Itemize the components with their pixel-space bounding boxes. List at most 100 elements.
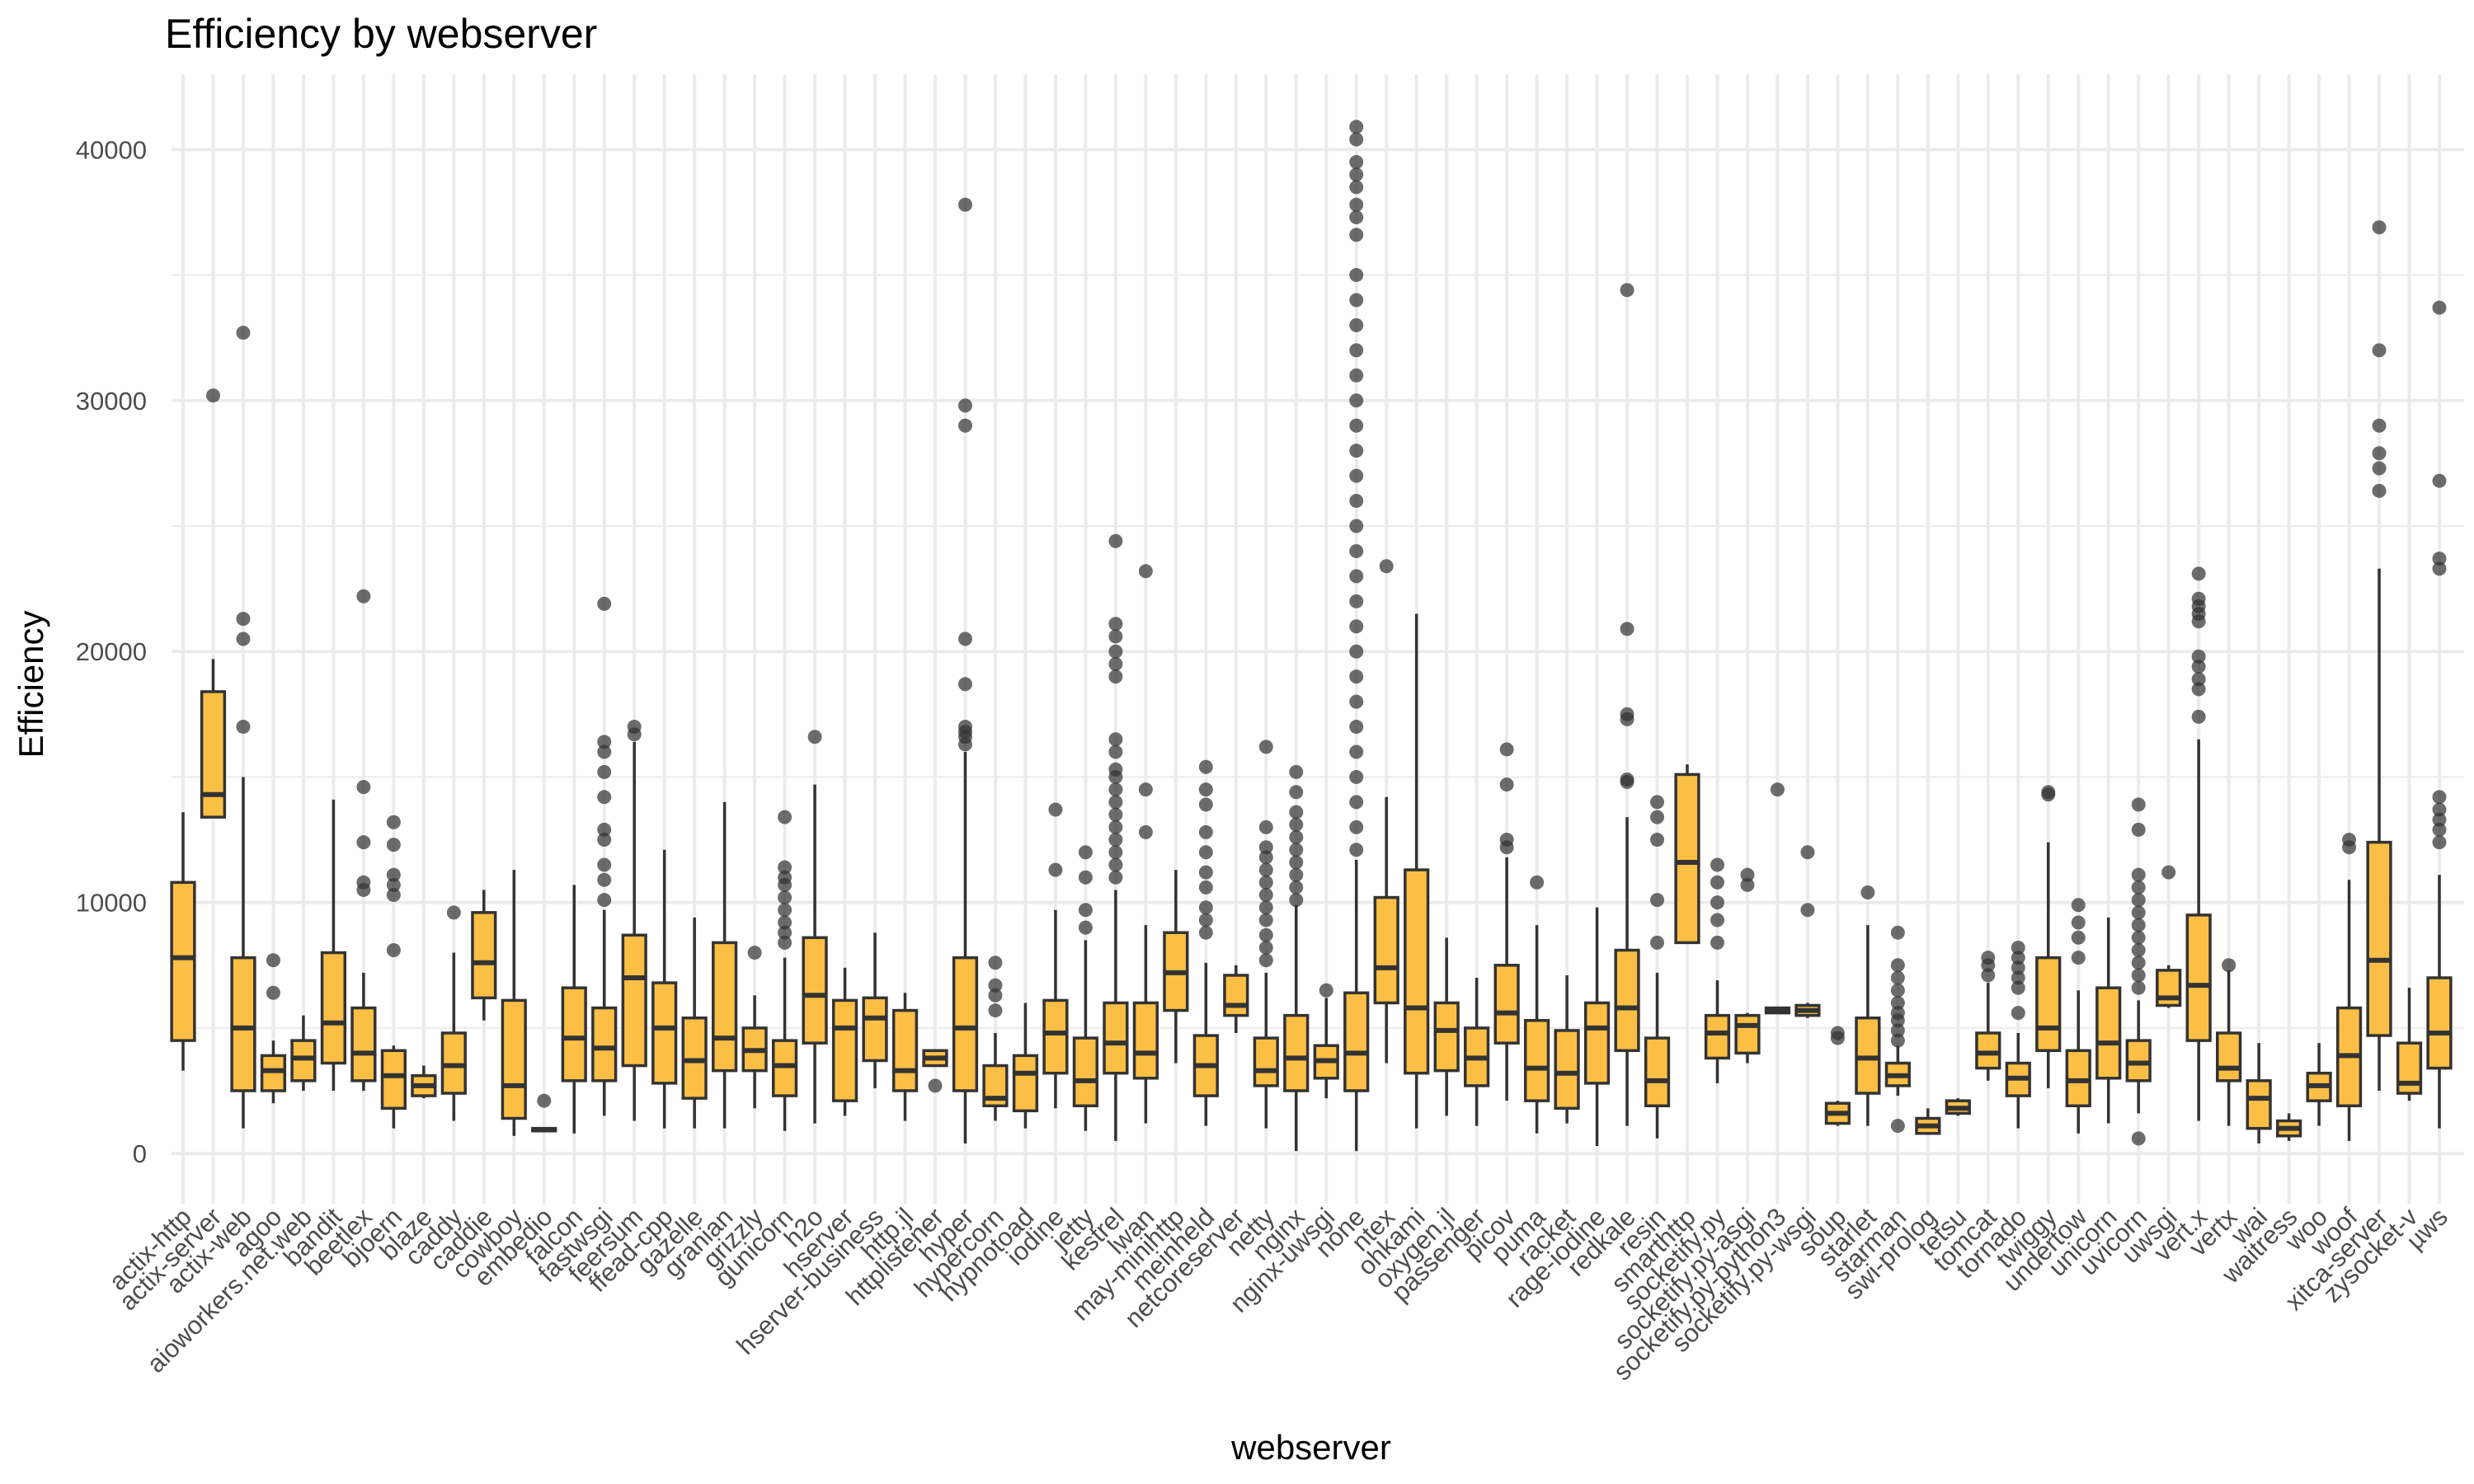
box-netty [1253, 740, 1279, 1129]
outlier-point [2131, 822, 2146, 837]
outlier-point [957, 398, 972, 413]
box-granian [712, 801, 738, 1129]
box-jetty [1072, 845, 1099, 1131]
outlier-point [1289, 764, 1304, 779]
box-iqr [1283, 1013, 1310, 1092]
outlier-point [2222, 958, 2236, 973]
outlier-point [1890, 983, 1905, 998]
outlier-point [1108, 807, 1123, 822]
outlier-point [2131, 968, 2146, 983]
box-socketify.py-wsgi [1794, 845, 1821, 1018]
box-iqr [2426, 976, 2453, 1070]
box-zysocket-v [2396, 988, 2423, 1101]
outlier-point [1349, 795, 1364, 810]
outlier-point [2191, 672, 2206, 687]
outlier-point [1078, 920, 1093, 935]
outlier-point [1108, 782, 1123, 797]
outlier-point [1258, 940, 1273, 955]
box-iqr [1042, 998, 1069, 1075]
outlier-point [2432, 300, 2447, 315]
outlier-point [1198, 782, 1213, 797]
outlier-point [1890, 1023, 1905, 1038]
outlier-point [1198, 925, 1213, 940]
outlier-point [2131, 930, 2146, 945]
outlier-point [1349, 228, 1364, 242]
y-tick-label: 30000 [76, 387, 147, 416]
box-hserver [831, 967, 858, 1116]
outlier-point [1349, 293, 1364, 308]
outlier-point [1349, 494, 1364, 509]
x-axis-title: webserver [1230, 1428, 1391, 1467]
box-iqr [471, 911, 497, 1000]
outlier-point [778, 915, 793, 930]
box-iqr [1523, 1019, 1550, 1102]
box-iqr [320, 951, 347, 1065]
outlier-point [2131, 797, 2146, 812]
outlier-point [386, 877, 401, 892]
box-agoo [260, 953, 287, 1104]
box-twiggy [2035, 785, 2062, 1088]
box-iqr [1734, 1013, 1761, 1055]
box-tomcat [1975, 951, 2001, 1081]
outlier-point [957, 418, 972, 433]
box-iqr [1975, 1031, 2001, 1070]
outlier-point [1349, 744, 1364, 759]
outlier-point [1349, 317, 1364, 332]
outlier-point [1289, 867, 1304, 882]
outlier-point [1198, 759, 1213, 774]
outlier-point [597, 822, 612, 837]
outlier-point [2372, 343, 2387, 358]
box-embedio [531, 1093, 557, 1133]
box-waitress [2275, 1113, 2302, 1141]
outlier-point [2131, 956, 2146, 970]
box-soup [1824, 1026, 1851, 1126]
outlier-point [2432, 552, 2447, 566]
outlier-point [1650, 893, 1665, 908]
outlier-point [1740, 867, 1755, 882]
outlier-point [1349, 197, 1364, 212]
outlier-point [1258, 928, 1273, 942]
box-iqr [952, 956, 979, 1092]
box-iqr [1704, 1013, 1731, 1060]
box-netcoreserver [1223, 965, 1249, 1033]
outlier-point [1198, 845, 1213, 860]
outlier-point [597, 833, 612, 848]
box-iqr [712, 941, 738, 1073]
outlier-point [1108, 870, 1123, 885]
box-hypnotoad [1012, 1003, 1039, 1129]
box-iqr [170, 881, 196, 1042]
outlier-point [537, 1093, 552, 1108]
outlier-point [1198, 797, 1213, 812]
outlier-point [1890, 1119, 1905, 1134]
outlier-point [356, 589, 371, 603]
outlier-point [1349, 519, 1364, 533]
outlier-point [2131, 918, 2146, 932]
outlier-point [2131, 980, 2146, 995]
outlier-point [1349, 418, 1364, 433]
outlier-point [1078, 903, 1093, 918]
outlier-point [2131, 905, 2146, 920]
box-ntex [1373, 559, 1399, 1064]
box-puma [1523, 875, 1550, 1134]
box-µws [2426, 300, 2453, 1129]
outlier-point [2011, 940, 2025, 955]
box-iqr [2065, 1049, 2091, 1108]
box-may-minihttp [1163, 870, 1189, 1064]
outlier-point [266, 985, 280, 1000]
box-gunicorn [771, 810, 798, 1131]
box-iqr [1223, 974, 1249, 1017]
outlier-point [2191, 659, 2206, 674]
outlier-point [1890, 925, 1905, 940]
outlier-point [1800, 903, 1815, 918]
box-iqr [1373, 895, 1399, 1005]
box-iqr [591, 1006, 618, 1082]
outlier-point [2191, 682, 2206, 697]
outlier-point [928, 1078, 943, 1093]
outlier-point [2432, 790, 2447, 805]
outlier-point [2372, 418, 2387, 433]
box-uvicorn [2125, 797, 2152, 1146]
outlier-point [1620, 707, 1634, 721]
outlier-point [2011, 960, 2025, 975]
outlier-point [2131, 880, 2146, 895]
